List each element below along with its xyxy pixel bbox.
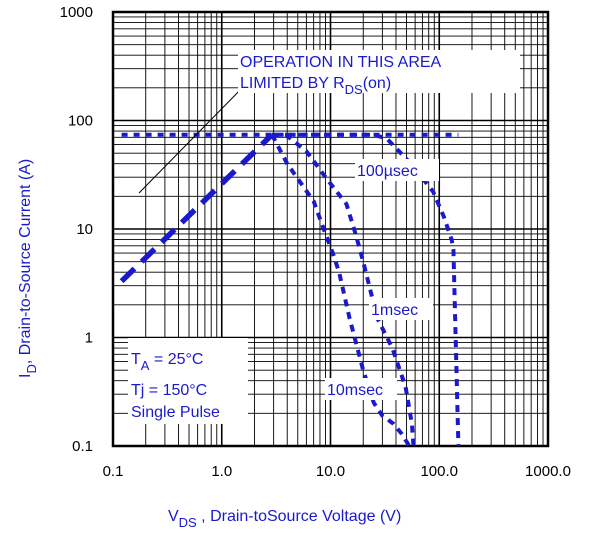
series-layer — [119, 132, 461, 448]
label-1msec-bg — [369, 298, 433, 320]
x-axis-label: VDS , Drain-toSource Voltage (V) — [168, 508, 401, 530]
label-100usec: 100µsec — [357, 163, 418, 180]
operation-area-label-bg — [238, 50, 520, 93]
label-100usec-bg — [355, 159, 439, 181]
series-100-sec-line — [272, 132, 461, 447]
label-10msec: 10msec — [327, 382, 383, 399]
x-tick-label: 10.0 — [316, 463, 345, 480]
series-10msec-line — [270, 133, 411, 448]
operation-area-line2-prefix: LIMITED BY R — [240, 75, 345, 92]
x-tick-label: 1.0 — [211, 463, 232, 480]
condition-ta-rest: = 25°C — [149, 351, 203, 368]
condition-ta: TA = 25°C — [131, 351, 203, 373]
y-axis-label: ID, Drain-to-Source Current (A) — [17, 159, 39, 378]
y-axis-label-sub: D — [24, 364, 39, 373]
y-tick-label: 100 — [68, 113, 93, 130]
series-1msec-line — [271, 132, 416, 447]
x-tick-label: 100.0 — [420, 463, 458, 480]
operation-area-line2-suffix: (on) — [363, 75, 391, 92]
y-tick-label: 10 — [76, 221, 93, 238]
plot-frame — [111, 10, 550, 448]
series-rds-on-limit-line — [119, 132, 274, 284]
condition-ta-main: T — [131, 351, 141, 368]
tick-labels: 0.1 1.0 10.0 100.0 1000.0 0.1 1 10 100 1000 — [60, 4, 571, 480]
label-10msec-bg — [325, 378, 397, 400]
conditions-box-bg — [128, 338, 248, 424]
operation-area-line1: OPERATION IN THIS AREA — [240, 54, 442, 71]
y-axis-label-main: I — [17, 374, 34, 378]
operation-area-line2: LIMITED BY RDS(on) — [240, 75, 391, 97]
x-tick-label: 0.1 — [103, 463, 124, 480]
condition-pulse: Single Pulse — [131, 404, 220, 421]
y-tick-label: 1000 — [60, 4, 93, 21]
y-axis-label-rest: , Drain-to-Source Current (A) — [17, 159, 34, 364]
condition-ta-sub: A — [141, 358, 150, 373]
y-tick-label: 1 — [85, 330, 93, 347]
operation-area-line2-sub: DS — [345, 82, 363, 97]
condition-tj: Tj = 150°C — [131, 382, 207, 399]
x-axis-label-main: V — [168, 508, 179, 525]
operation-area-pointer — [138, 81, 249, 194]
y-tick-label: 0.1 — [72, 438, 93, 455]
x-axis-label-rest: , Drain-toSource Voltage (V) — [197, 508, 402, 525]
label-1msec: 1msec — [371, 302, 418, 319]
x-axis-label-sub: DS — [179, 515, 197, 530]
x-tick-label: 1000.0 — [525, 463, 571, 480]
